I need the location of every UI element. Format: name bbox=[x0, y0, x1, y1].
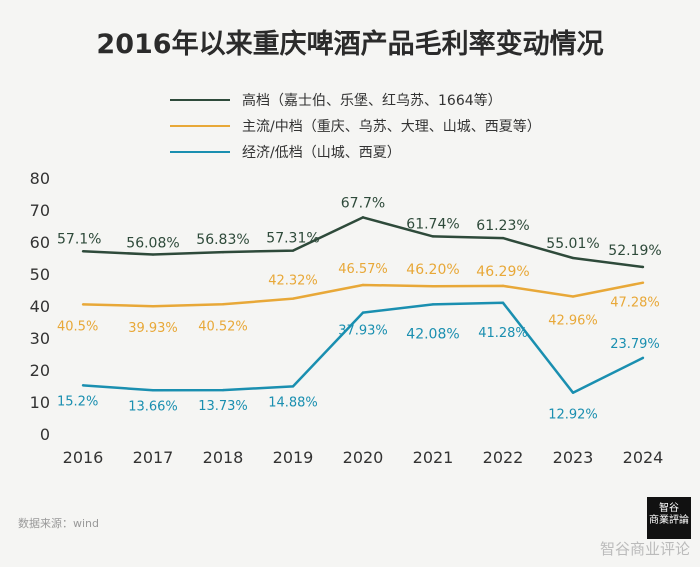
data-label: 67.7% bbox=[341, 195, 385, 211]
data-point bbox=[571, 391, 575, 394]
legend-label: 经济/低档（山城、西夏） bbox=[242, 145, 401, 161]
legend-swatch bbox=[170, 99, 230, 101]
data-point bbox=[151, 253, 155, 256]
data-point bbox=[361, 216, 365, 219]
data-label: 40.52% bbox=[198, 319, 248, 334]
data-point bbox=[641, 281, 645, 284]
data-label: 56.08% bbox=[126, 236, 179, 252]
data-label: 41.28% bbox=[478, 326, 528, 341]
data-label: 14.88% bbox=[268, 395, 318, 410]
data-label: 13.66% bbox=[128, 399, 178, 414]
y-tick-label: 80 bbox=[30, 169, 50, 188]
logo-line-1: 智谷 bbox=[659, 503, 679, 514]
data-point bbox=[221, 250, 225, 254]
data-label: 23.79% bbox=[610, 337, 660, 352]
logo-line-2: 商業評論 bbox=[649, 515, 689, 526]
data-point bbox=[361, 311, 365, 314]
page-title: 2016年以来重庆啤酒产品毛利率变动情况 bbox=[96, 29, 604, 60]
legend-swatch bbox=[170, 151, 230, 153]
data-point bbox=[151, 389, 155, 392]
data-point bbox=[81, 303, 85, 306]
x-tick-label: 2023 bbox=[553, 448, 594, 467]
legend-label: 主流/中档（重庆、乌苏、大理、山城、西夏等） bbox=[242, 119, 541, 135]
data-label: 57.1% bbox=[57, 231, 101, 247]
data-point bbox=[431, 235, 435, 238]
data-label: 12.92% bbox=[548, 408, 598, 423]
data-point bbox=[571, 256, 575, 260]
data-point bbox=[221, 388, 225, 392]
data-label: 56.83% bbox=[196, 232, 249, 248]
data-label: 40.5% bbox=[57, 319, 98, 334]
data-point bbox=[501, 236, 505, 240]
data-label: 52.19% bbox=[608, 243, 661, 259]
data-label: 47.28% bbox=[610, 296, 660, 311]
data-point bbox=[501, 301, 505, 304]
x-tick-label: 2024 bbox=[623, 448, 664, 467]
x-tick-label: 2020 bbox=[343, 448, 384, 467]
line-chart: 0 10 20 30 40 50 60 70 80 2016 2017 2018 2019 2020 202… bbox=[30, 169, 664, 467]
data-point bbox=[81, 250, 85, 253]
data-point bbox=[81, 384, 85, 387]
data-label: 37.93% bbox=[338, 324, 388, 339]
data-label: 39.93% bbox=[128, 321, 178, 336]
legend-label: 高档（嘉士伯、乐堡、红乌苏、1664等） bbox=[242, 93, 502, 109]
y-tick-label: 10 bbox=[30, 393, 50, 412]
y-tick-label: 40 bbox=[30, 297, 50, 316]
brand-logo: 智谷 商業評論 bbox=[647, 497, 691, 539]
data-label: 42.96% bbox=[548, 314, 598, 329]
data-point bbox=[291, 249, 295, 252]
y-tick-label: 60 bbox=[30, 233, 50, 252]
legend-swatch bbox=[170, 125, 230, 127]
x-tick-label: 2019 bbox=[273, 448, 314, 467]
data-label: 42.32% bbox=[268, 274, 318, 289]
data-label: 15.2% bbox=[57, 394, 98, 409]
data-point bbox=[641, 356, 645, 360]
x-tick-label: 2016 bbox=[63, 448, 104, 467]
data-label: 57.31% bbox=[266, 231, 319, 247]
series-line-2 bbox=[82, 281, 644, 308]
data-point bbox=[501, 284, 505, 288]
y-tick-label: 70 bbox=[30, 201, 50, 220]
x-tick-label: 2018 bbox=[203, 448, 244, 467]
data-label: 46.29% bbox=[476, 264, 529, 280]
data-label: 42.08% bbox=[406, 326, 459, 342]
data-point bbox=[431, 303, 435, 306]
data-point bbox=[571, 295, 575, 298]
data-point bbox=[361, 283, 365, 287]
data-point bbox=[151, 305, 155, 308]
data-label: 55.01% bbox=[546, 236, 599, 252]
data-label: 61.74% bbox=[406, 216, 459, 232]
data-point bbox=[431, 284, 435, 288]
y-tick-label: 20 bbox=[30, 361, 50, 380]
data-label: 46.57% bbox=[338, 262, 388, 277]
data-point bbox=[641, 265, 645, 269]
data-point bbox=[221, 303, 225, 306]
data-label: 46.20% bbox=[406, 262, 459, 278]
x-tick-label: 2021 bbox=[413, 448, 454, 467]
source-note: 数据来源：wind bbox=[18, 517, 100, 530]
y-tick-label: 30 bbox=[30, 329, 50, 348]
watermark: 智谷商业评论 bbox=[599, 540, 690, 558]
data-label: 13.73% bbox=[198, 399, 248, 414]
data-label: 61.23% bbox=[476, 218, 529, 234]
x-tick-label: 2017 bbox=[133, 448, 174, 467]
y-tick-label: 0 bbox=[40, 425, 50, 444]
data-point bbox=[291, 385, 295, 388]
data-point bbox=[291, 297, 295, 300]
x-tick-label: 2022 bbox=[483, 448, 524, 467]
y-tick-label: 50 bbox=[30, 265, 50, 284]
